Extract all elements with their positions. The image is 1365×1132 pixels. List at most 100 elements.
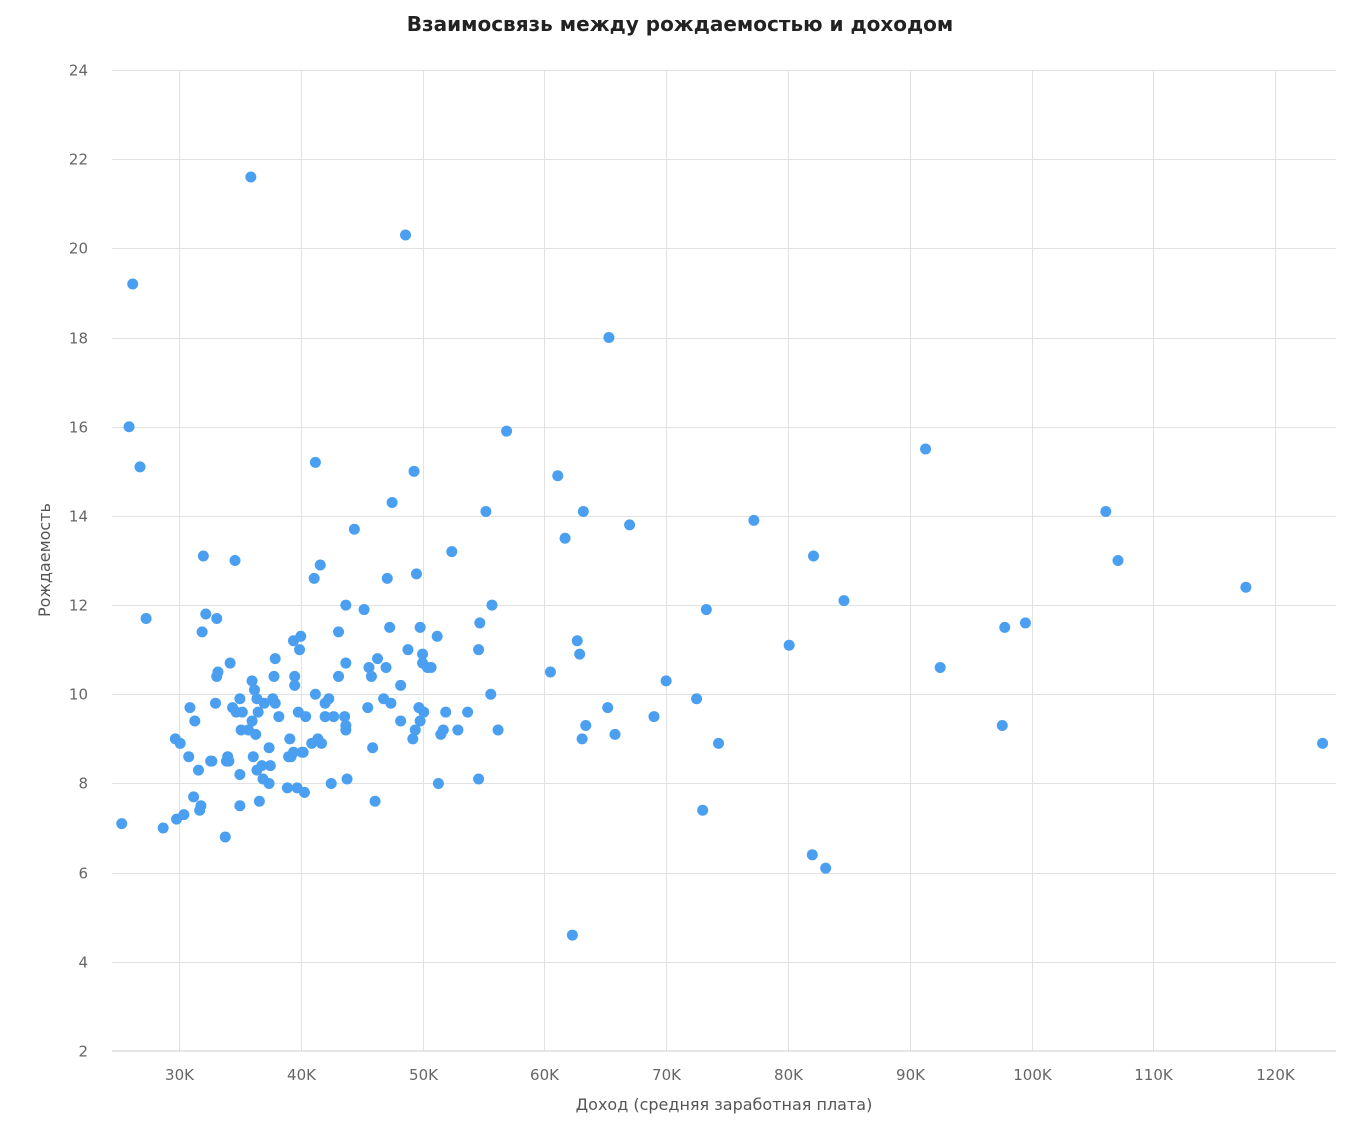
data-point[interactable]: [485, 688, 497, 700]
data-point[interactable]: [197, 550, 209, 562]
data-point[interactable]: [273, 711, 285, 723]
data-point[interactable]: [648, 711, 660, 723]
data-point[interactable]: [999, 621, 1011, 633]
data-point[interactable]: [363, 662, 375, 674]
data-point[interactable]: [660, 675, 672, 687]
data-point[interactable]: [486, 599, 498, 611]
data-point[interactable]: [820, 862, 832, 874]
data-point[interactable]: [183, 751, 195, 763]
data-point[interactable]: [219, 831, 231, 843]
data-point[interactable]: [602, 702, 614, 714]
data-point[interactable]: [414, 715, 426, 727]
data-point[interactable]: [713, 737, 725, 749]
data-point[interactable]: [806, 849, 818, 861]
data-point[interactable]: [195, 800, 207, 812]
data-point[interactable]: [431, 630, 443, 642]
data-point[interactable]: [325, 777, 337, 789]
data-point[interactable]: [256, 760, 268, 772]
data-point[interactable]: [580, 719, 592, 731]
data-point[interactable]: [289, 679, 301, 691]
data-point[interactable]: [381, 572, 393, 584]
data-point[interactable]: [418, 706, 430, 718]
data-point[interactable]: [566, 929, 578, 941]
data-point[interactable]: [437, 724, 449, 736]
data-point[interactable]: [748, 514, 760, 526]
data-point[interactable]: [384, 621, 396, 633]
data-point[interactable]: [157, 822, 169, 834]
data-point[interactable]: [574, 648, 586, 660]
data-point[interactable]: [417, 648, 429, 660]
data-point[interactable]: [248, 684, 260, 696]
data-point[interactable]: [358, 604, 370, 616]
data-point[interactable]: [1317, 737, 1329, 749]
data-point[interactable]: [577, 505, 589, 517]
data-point[interactable]: [245, 171, 257, 183]
data-point[interactable]: [174, 737, 186, 749]
data-point[interactable]: [229, 555, 241, 566]
data-point[interactable]: [234, 769, 246, 781]
data-point[interactable]: [315, 737, 327, 749]
data-point[interactable]: [440, 706, 452, 718]
data-point[interactable]: [386, 497, 398, 509]
data-point[interactable]: [189, 715, 201, 727]
data-point[interactable]: [367, 742, 379, 754]
data-point[interactable]: [492, 724, 504, 736]
data-point[interactable]: [934, 662, 946, 674]
data-point[interactable]: [206, 755, 218, 767]
data-point[interactable]: [134, 461, 146, 473]
data-point[interactable]: [552, 470, 564, 482]
data-point[interactable]: [697, 804, 709, 816]
data-point[interactable]: [544, 666, 556, 678]
data-point[interactable]: [287, 746, 299, 758]
data-point[interactable]: [808, 550, 820, 562]
data-point[interactable]: [691, 693, 703, 705]
data-point[interactable]: [365, 670, 377, 682]
data-point[interactable]: [269, 697, 281, 709]
data-point[interactable]: [372, 653, 384, 665]
data-point[interactable]: [252, 706, 264, 718]
data-point[interactable]: [127, 278, 139, 290]
data-point[interactable]: [1112, 555, 1124, 566]
data-point[interactable]: [402, 644, 414, 656]
data-point[interactable]: [297, 746, 309, 758]
data-point[interactable]: [340, 599, 352, 611]
data-point[interactable]: [295, 630, 307, 642]
data-point[interactable]: [236, 706, 248, 718]
data-point[interactable]: [1100, 505, 1112, 517]
data-point[interactable]: [1019, 617, 1031, 629]
data-point[interactable]: [407, 733, 419, 745]
data-point[interactable]: [609, 728, 621, 740]
data-point[interactable]: [258, 697, 270, 709]
data-point[interactable]: [250, 728, 262, 740]
data-point[interactable]: [409, 724, 421, 736]
data-point[interactable]: [624, 519, 636, 531]
data-point[interactable]: [410, 568, 422, 580]
data-point[interactable]: [309, 688, 321, 700]
data-point[interactable]: [298, 786, 310, 798]
data-point[interactable]: [263, 777, 275, 789]
data-point[interactable]: [212, 666, 224, 678]
data-point[interactable]: [385, 697, 397, 709]
data-point[interactable]: [268, 670, 280, 682]
data-point[interactable]: [473, 644, 485, 656]
data-point[interactable]: [452, 724, 464, 736]
data-point[interactable]: [289, 670, 301, 682]
data-point[interactable]: [462, 706, 474, 718]
data-point[interactable]: [300, 711, 312, 723]
data-point[interactable]: [188, 791, 200, 803]
data-point[interactable]: [284, 733, 296, 745]
data-point[interactable]: [473, 773, 485, 785]
data-point[interactable]: [425, 662, 437, 674]
data-point[interactable]: [501, 425, 513, 437]
data-point[interactable]: [246, 675, 258, 687]
data-point[interactable]: [264, 760, 276, 772]
data-point[interactable]: [224, 657, 236, 669]
data-point[interactable]: [700, 604, 712, 616]
data-point[interactable]: [328, 711, 340, 723]
data-point[interactable]: [269, 653, 281, 665]
data-point[interactable]: [395, 715, 407, 727]
data-point[interactable]: [783, 639, 795, 651]
data-point[interactable]: [294, 644, 306, 656]
data-point[interactable]: [341, 773, 353, 785]
data-point[interactable]: [200, 608, 212, 620]
